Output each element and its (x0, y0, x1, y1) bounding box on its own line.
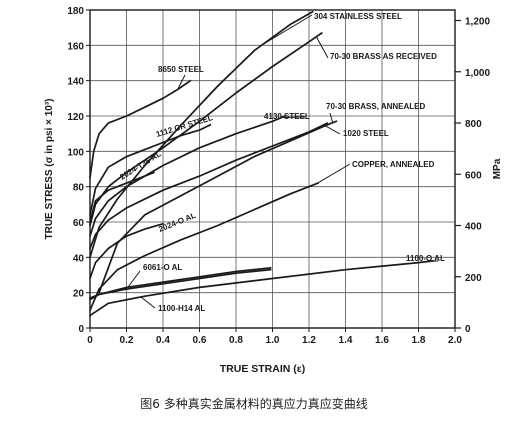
label-304-stainless-steel: 304 STAINLESS STEEL (314, 12, 402, 21)
label-6061-o-al: 6061-O AL (143, 263, 182, 272)
y2-tick-label: 200 (465, 273, 482, 284)
x-tick-label: 0.4 (156, 335, 170, 346)
stress-strain-chart: 0 0.2 0.4 0.6 0.8 1.0 1.2 1.4 1.6 1.8 2.0020406080… (44, 6, 503, 375)
leader-8650-steel (177, 74, 186, 90)
label-8650-steel: 8650 STEEL (158, 65, 204, 74)
y-tick-label: 80 (73, 183, 85, 194)
y2-tick-label: 600 (465, 170, 482, 181)
x-tick-label: 1.0 (266, 335, 280, 346)
x-tick-label: 1.6 (375, 335, 389, 346)
series-line-4130-steel (89, 115, 287, 237)
x-tick-label: 0 (87, 335, 93, 346)
x-tick-label: 1.8 (412, 335, 426, 346)
y-tick-label: 20 (73, 289, 85, 300)
y2-tick-label: 800 (465, 119, 482, 130)
leader-70-30-brass-annealed (329, 112, 334, 123)
x-tick-label: 1.2 (302, 335, 316, 346)
figure-caption: 图6 多种真实金属材料的真应力真应变曲线 (140, 397, 368, 411)
leader-1020-steel (323, 124, 341, 135)
leader-70-30-brass-as-received (315, 36, 329, 59)
leader-304-stainless-steel (263, 14, 313, 45)
y2-tick-label: 1,200 (465, 17, 490, 28)
leader-1100-h14-al (140, 296, 156, 309)
y2-tick-label: 1,000 (465, 68, 490, 79)
y-tick-label: 120 (67, 112, 84, 123)
label-70-30-brass-annealed: 70-30 BRASS, ANNEALED (326, 102, 426, 111)
x-tick-label: 0.8 (229, 335, 243, 346)
x-tick-label: 0.6 (193, 335, 207, 346)
series-line-70-30-brass-as-received (89, 32, 323, 227)
leader-4130-steel (281, 116, 306, 119)
label-70-30-brass-as-received: 70-30 BRASS AS RECEIVED (330, 52, 437, 61)
leader-copper-annealed (316, 163, 351, 185)
series-line-1100-h14-al (89, 268, 272, 299)
y-tick-label: 180 (67, 6, 84, 17)
series-line-1020-steel (89, 122, 329, 250)
series-line-8650-steel (89, 79, 192, 179)
series-line-2024-t36-al (89, 171, 155, 223)
y-tick-label: 0 (78, 324, 84, 335)
series-line-1100-o-al (89, 260, 434, 317)
y-axis-title: TRUE STRESS (σ in psi × 10³) (44, 98, 55, 239)
y2-axis-title: MPa (492, 158, 503, 179)
y2-tick-label: 400 (465, 222, 482, 233)
y-tick-label: 140 (67, 77, 84, 88)
x-tick-label: 0.2 (120, 335, 134, 346)
series-group (89, 10, 434, 317)
label-1100-h14-al: 1100-H14 AL (158, 304, 205, 313)
x-axis-title: TRUE STRAIN (ε) (220, 363, 305, 375)
series-line-2024-o-al (89, 222, 164, 280)
y-tick-label: 100 (67, 147, 84, 158)
series-line-copper-annealed (89, 182, 319, 312)
label-1020-steel: 1020 STEEL (343, 129, 389, 138)
series-line-70-30-brass-annealed (98, 120, 338, 294)
y-tick-label: 160 (67, 41, 84, 52)
leader-6061-o-al (127, 270, 141, 288)
y2-tick-label: 0 (465, 324, 471, 335)
y-tick-label: 60 (73, 218, 85, 229)
x-tick-label: 1.4 (339, 335, 353, 346)
label-1100-o-al: 1100-O AL (406, 254, 445, 263)
series-line-1112-cr-steel (89, 123, 212, 216)
y-tick-label: 40 (73, 253, 85, 264)
x-tick-label: 2.0 (448, 335, 462, 346)
label-copper-annealed: COPPER, ANNEALED (352, 160, 435, 169)
label-4130-steel: 4130 STEEL (264, 112, 310, 121)
series-line-304-stainless-steel (89, 10, 314, 259)
